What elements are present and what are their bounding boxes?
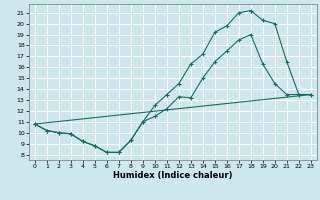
X-axis label: Humidex (Indice chaleur): Humidex (Indice chaleur) <box>113 171 233 180</box>
